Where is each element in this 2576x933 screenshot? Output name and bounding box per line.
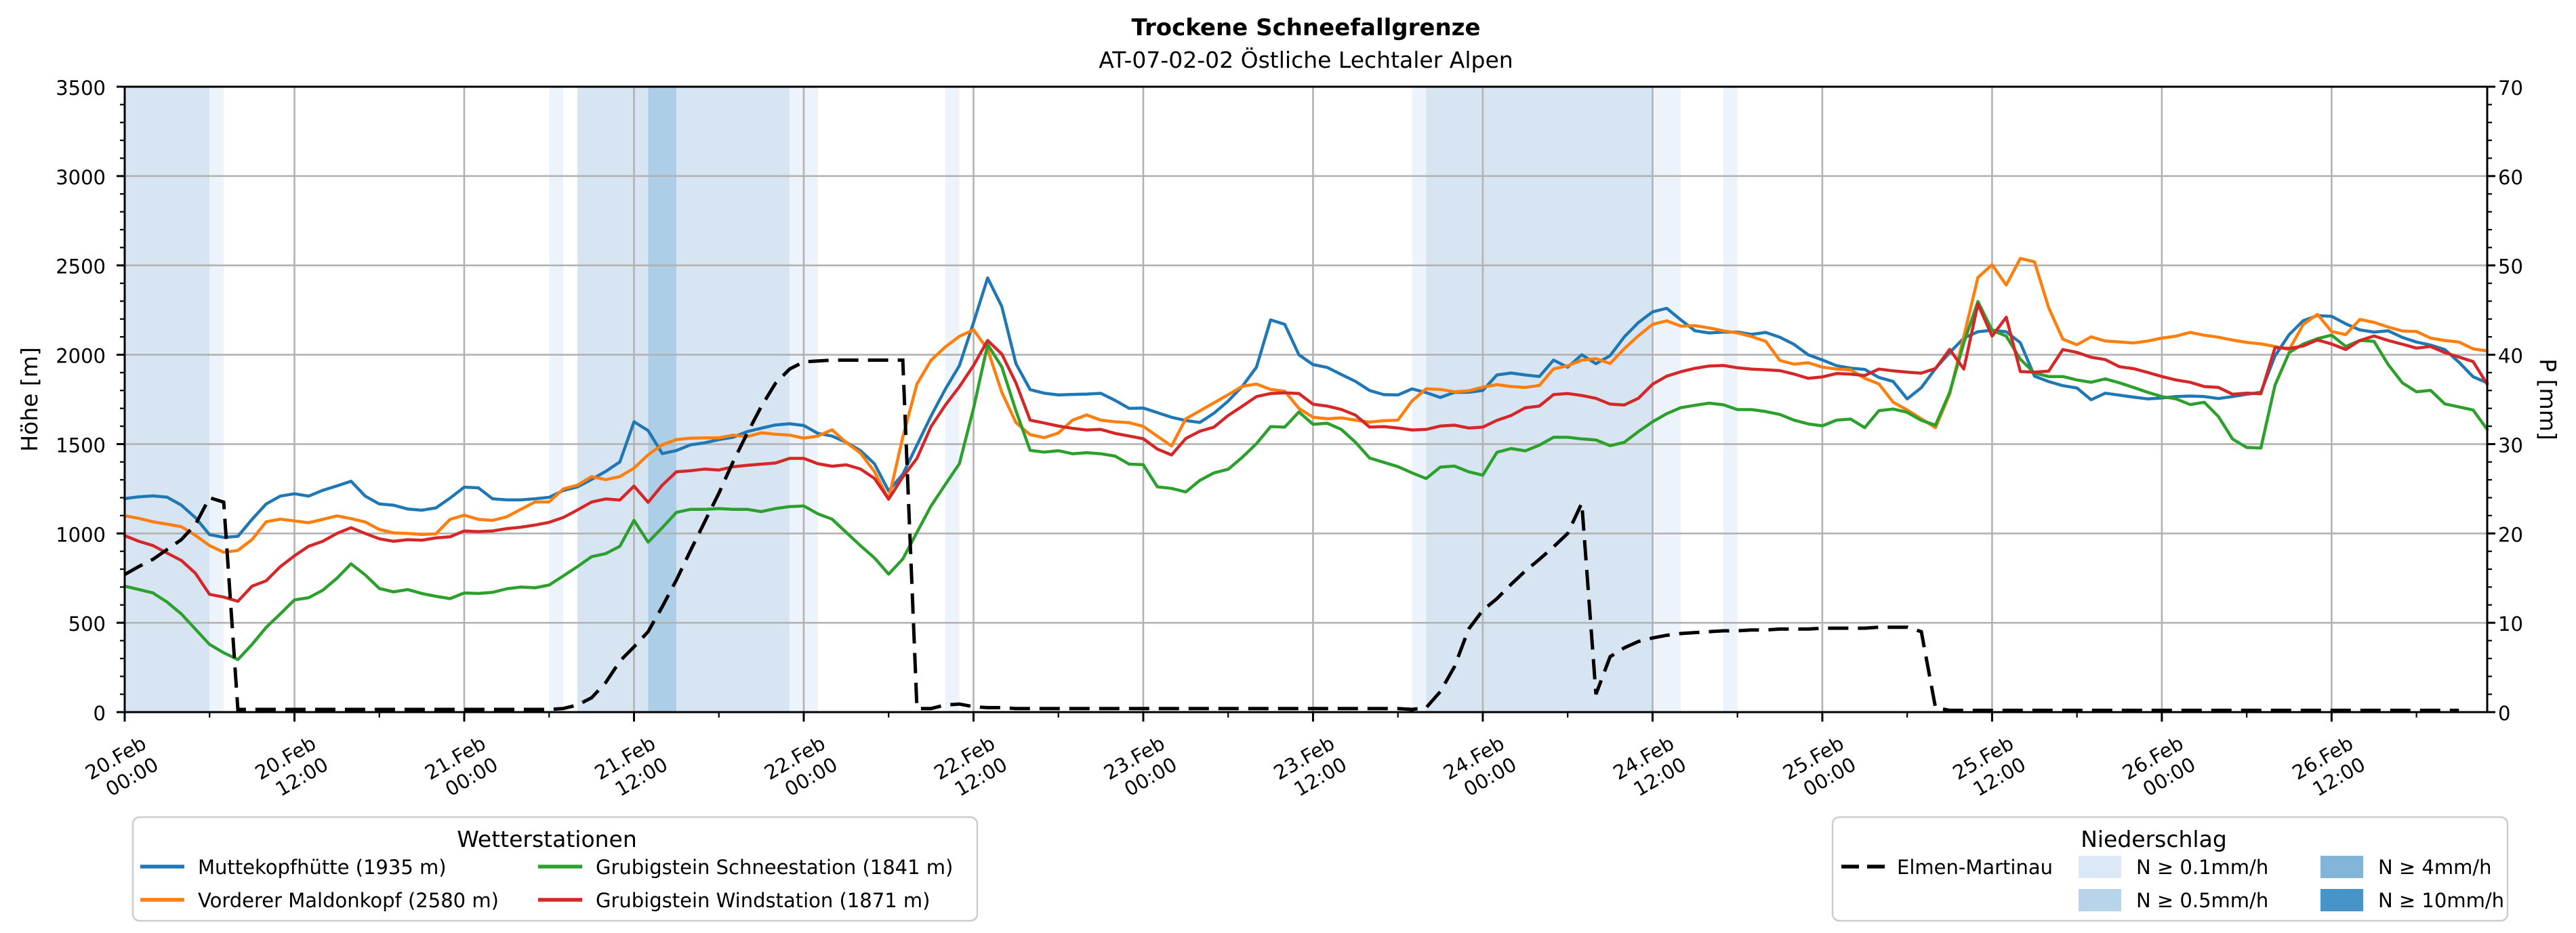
y-right-tick-label: 60: [2498, 166, 2523, 189]
precipitation-band: [1426, 87, 1653, 712]
legend-entry-label: N ≥ 0.5mm/h: [2136, 889, 2268, 912]
y-left-tick-label: 500: [68, 613, 106, 636]
y-left-tick-label: 3000: [56, 166, 106, 189]
x-tick-label: 23.Feb00:00: [1100, 732, 1181, 806]
x-tick-label: 24.Feb00:00: [1439, 732, 1520, 806]
series-line: [123, 299, 2489, 661]
y-left-tick-label: 1000: [56, 523, 106, 546]
precipitation-band: [1412, 87, 1427, 712]
legend-entry-label: N ≥ 10mm/h: [2378, 889, 2504, 912]
precipitation-band: [577, 87, 649, 712]
y-right-tick-label: 10: [2498, 613, 2523, 636]
y-axis-label-left: Höhe [m]: [16, 347, 43, 452]
y-right-tick-label: 30: [2498, 434, 2523, 457]
legend-patch-sample: [2321, 856, 2363, 878]
y-right-tick-label: 20: [2498, 523, 2523, 546]
x-tick-label: 26.Feb12:00: [2288, 732, 2369, 806]
plot-frame: [123, 85, 2489, 713]
legend-entry-label: N ≥ 4mm/h: [2378, 856, 2492, 879]
tick-labels-layer: 0 500 1000 1500 2000 2500 3000 3500 0 10 20 30 40 50 6…: [56, 77, 2523, 806]
y-left-tick-label: 0: [94, 702, 106, 725]
chart-title: Trockene Schneefallgrenze: [1131, 14, 1480, 41]
legend-entry-label: Vorderer Maldonkopf (2580 m): [198, 889, 499, 912]
precipitation-band: [209, 87, 224, 712]
precipitation-band: [549, 87, 564, 712]
precipitation-band: [1652, 87, 1681, 712]
x-tick-label: 20.Feb12:00: [251, 732, 332, 806]
axes-layer: [117, 85, 2495, 722]
y-left-tick-label: 3500: [56, 77, 106, 100]
precipitation-band: [648, 87, 677, 712]
legend-entry-label: Grubigstein Schneestation (1841 m): [596, 856, 953, 879]
precipitation-bands-layer: [125, 87, 1738, 712]
legend-patch-sample: [2079, 856, 2121, 878]
legend-box: [131, 816, 979, 922]
precipitation-band: [945, 87, 960, 712]
series-line: [123, 276, 2489, 539]
x-tick-label: 22.Feb00:00: [760, 732, 841, 806]
legend-title: Niederschlag: [2081, 826, 2227, 852]
legend-patch-sample: [2321, 889, 2363, 911]
x-tick-label: 24.Feb12:00: [1610, 732, 1690, 806]
series-line: [123, 302, 2489, 603]
y-left-tick-label: 1500: [56, 434, 106, 457]
legend-patch-sample: [2079, 889, 2121, 911]
data-lines-layer: [123, 257, 2489, 712]
gridlines-layer: [125, 87, 2487, 712]
x-tick-label: 23.Feb12:00: [1270, 732, 1351, 806]
precipitation-band: [676, 87, 790, 712]
x-tick-label: 22.Feb12:00: [931, 732, 1011, 806]
precipitation-band: [125, 87, 210, 712]
legend-niederschlag: Niederschlag Elmen-Martinau N ≥ 0.1mm/h N ≥…: [1831, 816, 2509, 922]
x-tick-label: 25.Feb12:00: [1948, 732, 2029, 806]
y-axis-label-right: P [mm]: [2535, 358, 2561, 440]
chart-subtitle: AT-07-02-02 Östliche Lechtaler Alpen: [1099, 46, 1513, 73]
legend-wetterstationen: Wetterstationen Muttekopfhütte (1935 m) Vo…: [131, 816, 979, 922]
y-right-tick-label: 50: [2498, 255, 2523, 278]
legend-entry-label: N ≥ 0.1mm/h: [2136, 856, 2268, 879]
y-left-tick-label: 2000: [56, 345, 106, 368]
precipitation-band: [1723, 87, 1738, 712]
x-tick-label: 21.Feb12:00: [591, 732, 672, 806]
x-tick-label: 21.Feb00:00: [421, 732, 502, 806]
y-right-tick-label: 70: [2498, 77, 2523, 100]
y-left-tick-label: 2500: [56, 255, 106, 278]
x-tick-label: 26.Feb00:00: [2119, 732, 2199, 806]
y-right-tick-label: 0: [2498, 702, 2510, 725]
legend-title: Wetterstationen: [457, 826, 637, 852]
legend-entry-label: Grubigstein Windstation (1871 m): [596, 889, 930, 912]
x-tick-label: 20.Feb00:00: [81, 732, 162, 806]
precipitation-dashed-line: [123, 358, 2459, 712]
x-tick-label: 25.Feb00:00: [1779, 732, 1860, 806]
y-right-tick-label: 40: [2498, 345, 2523, 368]
series-line: [123, 257, 2489, 554]
legend-entry-label: Elmen-Martinau: [1897, 856, 2053, 879]
legend-entry-label: Muttekopfhütte (1935 m): [198, 856, 447, 879]
